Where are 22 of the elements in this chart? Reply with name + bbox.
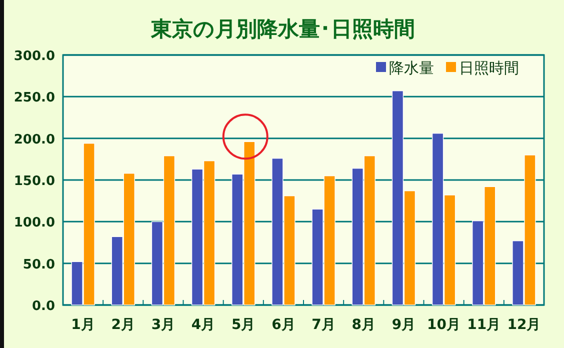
y-tick-label: 250.0 xyxy=(14,90,55,106)
x-tick-label: 5月 xyxy=(232,317,256,333)
chart-title: 東京の月別降水量･日照時間 xyxy=(150,17,415,41)
y-tick-label: 200.0 xyxy=(14,132,55,148)
x-tick-label: 2月 xyxy=(111,317,135,333)
y-tick-label: 50.0 xyxy=(22,257,55,272)
x-tick-label: 3月 xyxy=(151,317,176,333)
x-tick-label: 6月 xyxy=(272,317,296,333)
y-tick-label: 150.0 xyxy=(14,174,55,189)
y-tick-label: 300.0 xyxy=(14,49,55,64)
y-tick-label: 100.0 xyxy=(14,216,55,231)
x-tick-label: 12月 xyxy=(507,317,541,333)
legend-label: 降水量 xyxy=(389,59,434,77)
x-tick-label: 9月 xyxy=(392,317,416,333)
x-tick-label: 11月 xyxy=(467,317,501,333)
x-tick-label: 8月 xyxy=(352,317,376,333)
x-tick-label: 10月 xyxy=(427,317,461,333)
x-tick-label: 7月 xyxy=(312,317,336,333)
y-tick-label: 0.0 xyxy=(32,299,55,314)
legend-label: 日照時間 xyxy=(459,59,519,77)
x-tick-label: 4月 xyxy=(191,317,216,333)
x-tick-label: 1月 xyxy=(71,317,95,333)
